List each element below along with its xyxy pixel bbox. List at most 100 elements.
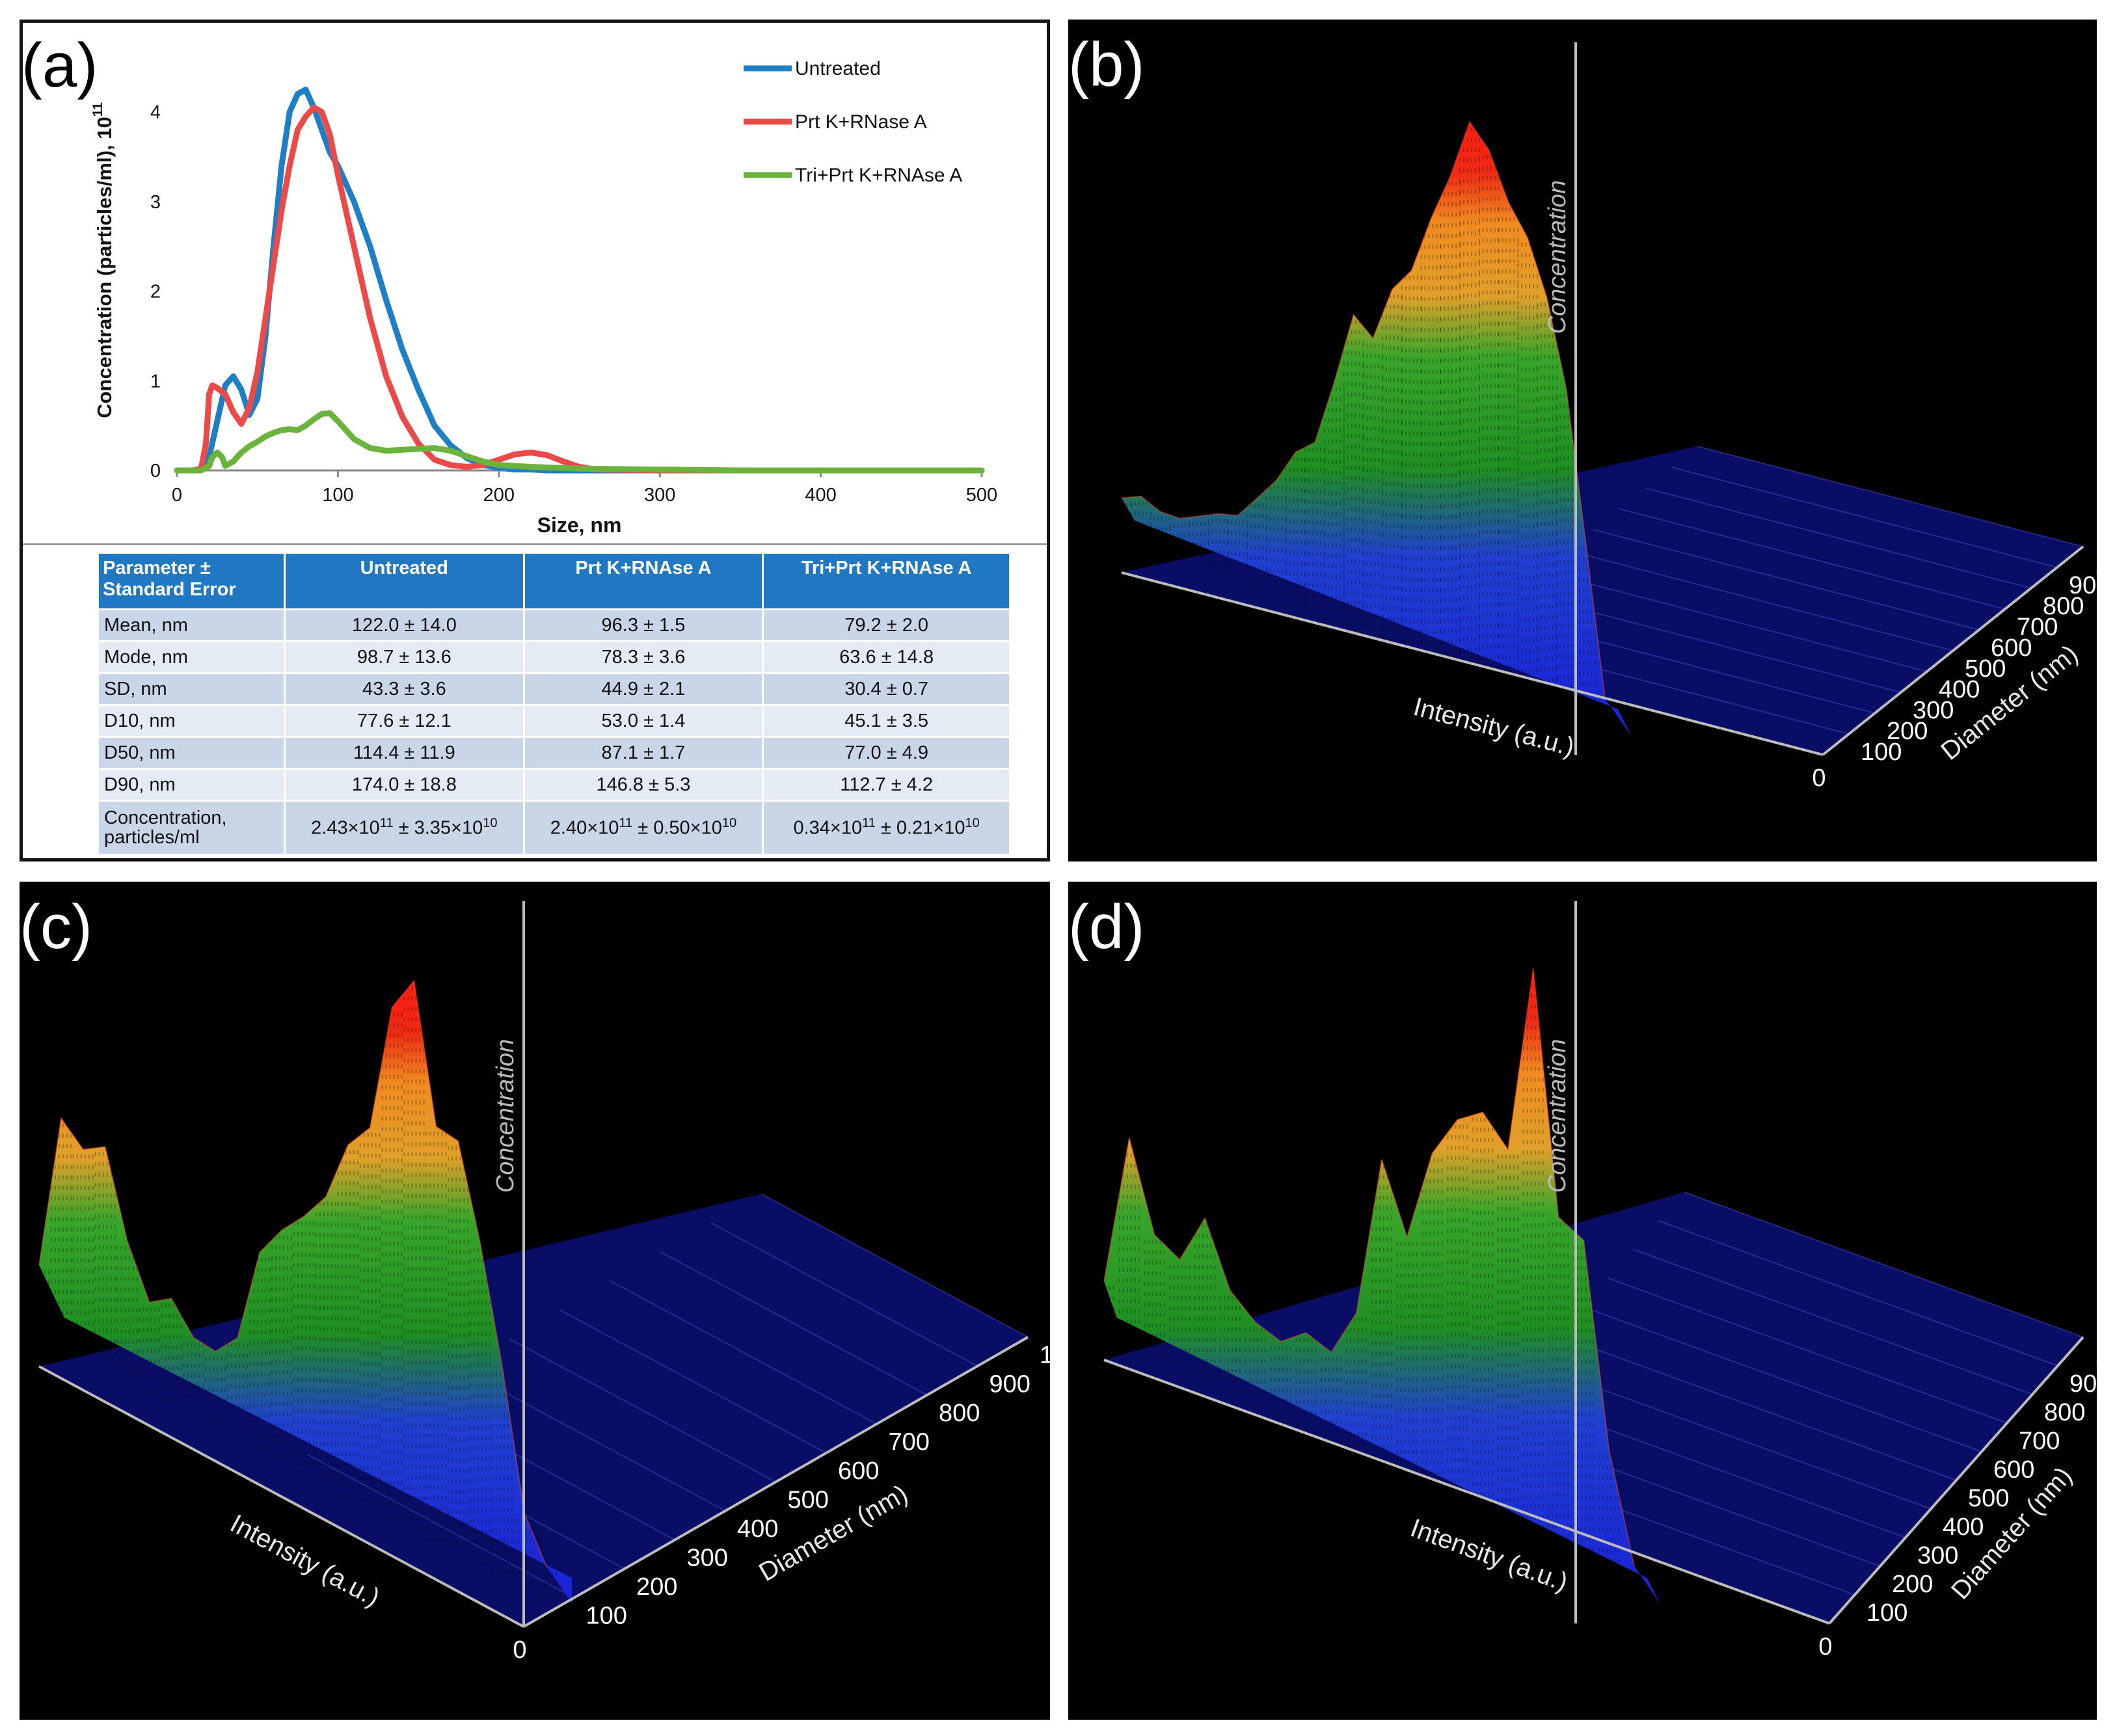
floor-grid-line [1697, 446, 2084, 547]
panel-c-label: (c) [20, 892, 92, 962]
table-row: D50, nm 114.4 ± 11.9 87.1 ± 1.7 77.0 ± 4.9 [99, 736, 1011, 769]
floor-grid-line [761, 1193, 1029, 1338]
diameter-tick-label: 300 [1917, 1542, 1958, 1569]
y-tick-label: 4 [150, 102, 161, 123]
table-cell-param: D10, nm [99, 704, 286, 737]
table-row: D90, nm 174.0 ± 18.8 146.8 ± 5.3 112.7 ± 4.… [99, 768, 1011, 801]
x-tick-label: 400 [805, 485, 836, 506]
diameter-tick-label: 500 [1968, 1485, 2009, 1512]
table-cell-prt: 78.3 ± 3.6 [524, 640, 764, 673]
table-cell-prt: 53.0 ± 1.4 [524, 704, 764, 737]
table-cell-tri: 63.6 ± 14.8 [762, 640, 1011, 673]
floor-grid-line [307, 1454, 574, 1599]
table-cell-untreated: 2.43×1011 ± 3.35×1010 [284, 800, 525, 854]
table-cell-untreated: 114.4 ± 11.9 [284, 736, 525, 769]
floor-grid-line [509, 1338, 776, 1483]
floor-grid-line [559, 1309, 827, 1454]
x-tick-label: 100 [322, 485, 353, 506]
table-cell-tri: 77.0 ± 4.9 [762, 736, 1011, 769]
intensity-axis [1121, 571, 1824, 756]
surface-body [1104, 968, 1660, 1604]
table-row: Mode, nm 98.7 ± 13.6 78.3 ± 3.6 63.6 ± 14.8 [99, 640, 1011, 673]
table-cell-tri: 30.4 ± 0.7 [762, 672, 1011, 705]
diameter-axis [1828, 1336, 2084, 1625]
panel-b-label: (b) [1068, 30, 1145, 100]
y-axis-label: Concentration (particles/ml), 1011 [90, 102, 116, 418]
x-axis-label: Size, nm [537, 513, 622, 537]
panel-d-label: (d) [1068, 892, 1145, 962]
table-cell-tri: 0.34×1011 ± 0.21×1010 [762, 800, 1011, 854]
table-header-tri: Tri+Prt K+RNAse A [762, 554, 1011, 610]
y-tick-label: 3 [150, 192, 161, 213]
floor-grid-line [660, 1251, 928, 1396]
header-text: Untreated [360, 558, 449, 578]
diameter-tick-label: 500 [788, 1487, 829, 1514]
table-cell-untreated: 174.0 ± 18.8 [284, 768, 525, 801]
concentration-axis-label: Concentration [1544, 180, 1571, 334]
diameter-tick-label: 400 [737, 1515, 778, 1543]
panel-a-label: (a) [21, 31, 98, 100]
table-cell-untreated: 122.0 ± 14.0 [284, 608, 525, 642]
floor-grid-line [610, 1280, 877, 1425]
diameter-tick-label: 300 [687, 1545, 728, 1572]
header-text: Tri+Prt K+RNAse A [801, 558, 972, 578]
table-cell-prt: 44.9 ± 2.1 [524, 672, 764, 705]
y-tick-label: 1 [150, 371, 161, 392]
floor-grid-line [1658, 1220, 2058, 1366]
intensity-axis [1103, 1359, 1830, 1625]
y-tick-label: 0 [150, 461, 161, 481]
x-tick-label: 200 [483, 485, 515, 506]
diameter-tick-label: 800 [2044, 1399, 2085, 1426]
x-tick-label: 300 [644, 485, 675, 506]
concentration-axis-label: Concentration [492, 1039, 519, 1193]
diameter-tick-label: 900 [2069, 1370, 2097, 1398]
legend-label-1: Prt K+RNase A [795, 111, 927, 133]
diameter-tick-label: 300 [1913, 697, 1954, 724]
intensity-axis-label: Intensity (a.u.) [1410, 692, 1577, 761]
floor-grid-line [1645, 487, 2032, 589]
panel-c: 01002003004005006007008009001000Intensit… [20, 882, 1050, 1720]
table-cell-param: SD, nm [99, 672, 286, 705]
panel-a: (a) 0 100 200 300 400 500 0 1 2 3 4 Size, nm Concent… [20, 20, 1050, 861]
surface-ridge [38, 979, 547, 1567]
panel-b: 0 1002003004005006007008009001000 Intensit… [1068, 20, 2097, 861]
x-tick-label: 500 [966, 485, 997, 506]
diameter-tick-label: 100 [1861, 739, 1902, 766]
table-row: Mean, nm 122.0 ± 14.0 96.3 ± 1.5 79.2 ± 2.0 [99, 608, 1011, 642]
table-cell-untreated: 43.3 ± 3.6 [284, 672, 525, 705]
series-line-2 [174, 410, 985, 474]
diameter-axis [1822, 545, 2084, 756]
x-tick-label: 0 [172, 485, 182, 506]
floor-grid-line [1619, 508, 2006, 610]
floor-grid-line [1633, 1249, 2033, 1395]
table-cell-param: D50, nm [99, 736, 286, 769]
table-cell-prt: 87.1 ± 1.7 [524, 736, 764, 769]
y-tick-label: 2 [150, 282, 161, 303]
table-cell-prt: 96.3 ± 1.5 [524, 608, 764, 642]
floor-grid-line [1608, 1277, 2008, 1424]
diameter-tick-label: 1000 [2095, 1342, 2097, 1369]
diameter-tick-label: 100 [586, 1603, 627, 1630]
legend-label-2: Tri+Prt K+RNAse A [795, 165, 962, 186]
table-cell-param: Mode, nm [99, 640, 286, 673]
surface-plot-d: 01002003004005006007008009001000Intensit… [1094, 901, 2097, 1661]
diameter-tick-label: 400 [1939, 676, 1980, 703]
diameter-axis [523, 1336, 1029, 1628]
diameter-tick-label: 0 [1818, 1633, 1832, 1661]
table-row: D10, nm 77.6 ± 12.1 53.0 ± 1.4 45.1 ± 3.5 [99, 704, 1011, 737]
diameter-tick-label: 600 [838, 1458, 879, 1485]
floor-grid-line [1541, 571, 1928, 672]
panel-divider [23, 543, 1047, 545]
table-cell-tri: 45.1 ± 3.5 [762, 704, 1011, 737]
diameter-tick-label: 700 [889, 1429, 930, 1456]
diameter-tick-label: 500 [1965, 655, 2006, 683]
table-cell-untreated: 77.6 ± 12.1 [284, 704, 525, 737]
floor-grid-line [1593, 529, 1980, 631]
concentration-axis-label: Concentration [1544, 1039, 1571, 1193]
table-row-concentration: Concentration, particles/ml 2.43×1011 ± 3.… [99, 800, 1011, 854]
diameter-tick-label: 900 [2069, 572, 2097, 599]
table-header-parameter: Parameter ± Standard Error [99, 554, 286, 610]
diameter-tick-label: 0 [513, 1636, 526, 1664]
table-cell-prt: 2.40×1011 ± 0.50×1010 [524, 800, 764, 854]
diameter-tick-label: 600 [1993, 1456, 2034, 1484]
